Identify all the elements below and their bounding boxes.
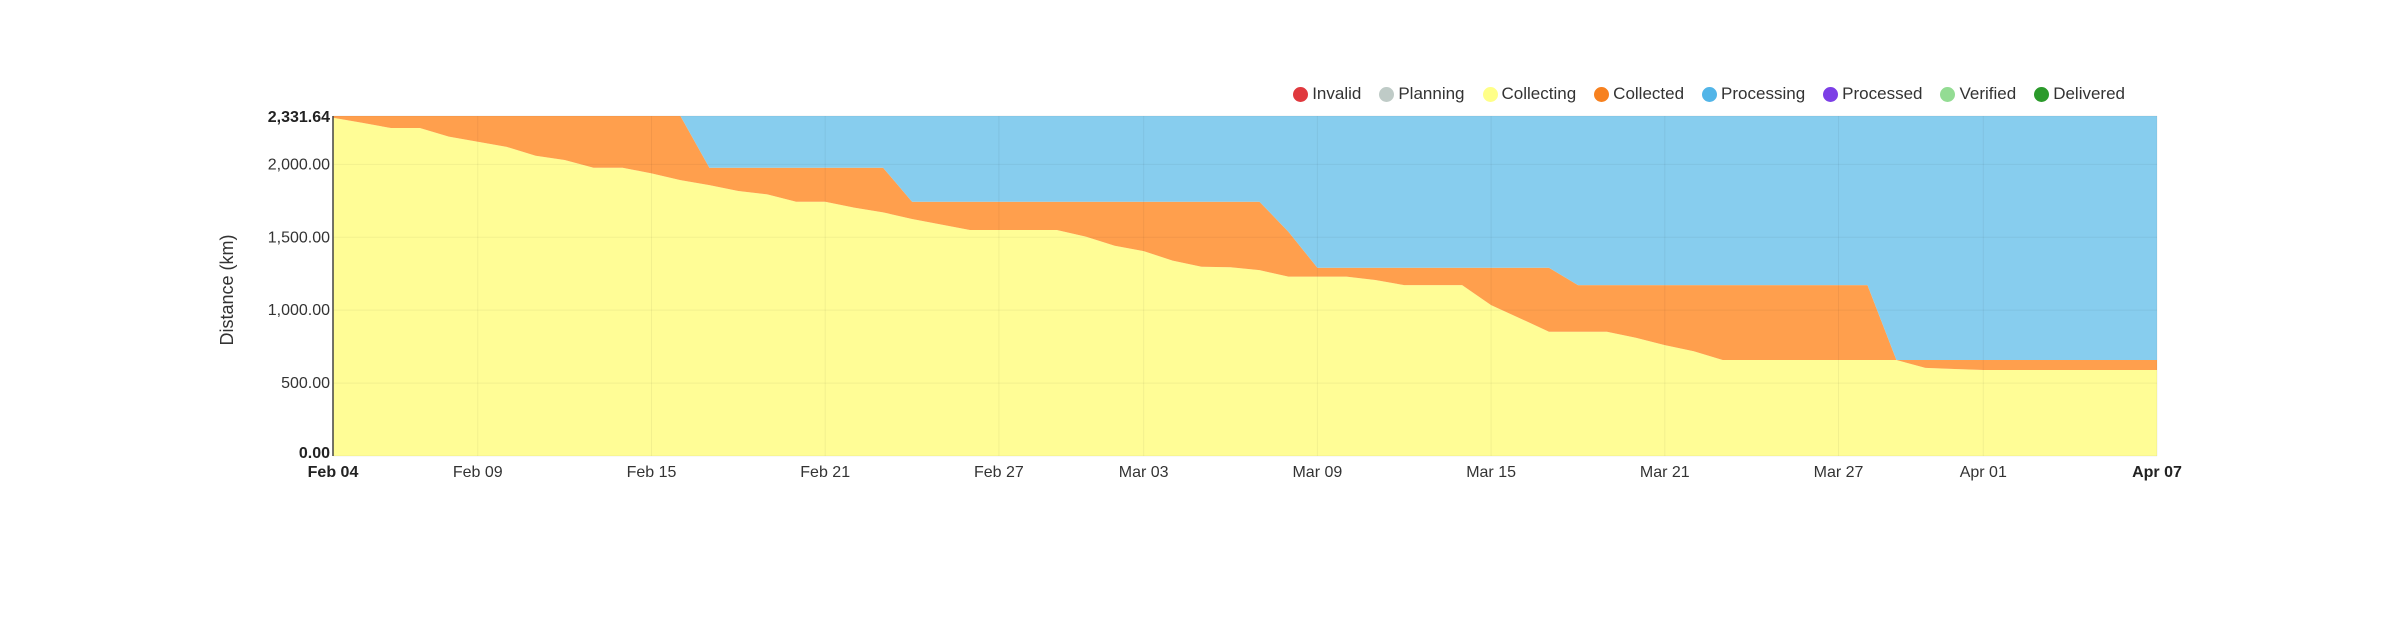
legend-dot-icon: [1940, 86, 1956, 102]
x-tick-label: Mar 03: [1119, 464, 1169, 481]
area-collecting: [333, 117, 2157, 456]
legend-label: Verified: [1959, 84, 2017, 103]
x-tick-label: Apr 07: [2132, 464, 2182, 481]
x-tick-label: Feb 27: [974, 464, 1024, 481]
y-tick-label: 1,000.00: [268, 302, 330, 319]
legend-dot-icon: [1293, 86, 1309, 102]
x-tick-label: Feb 09: [453, 464, 503, 481]
chart-legend: Invalid Planning Collecting Collected Proces…: [1293, 84, 2125, 104]
legend-item-collecting[interactable]: Collecting: [1482, 84, 1577, 104]
x-tick-label: Mar 09: [1292, 464, 1342, 481]
y-axis-label: Distance (km): [217, 234, 237, 345]
x-tick-label: Feb 21: [800, 464, 850, 481]
area-collected: [333, 116, 2157, 370]
x-tick-label: Apr 01: [1960, 464, 2007, 481]
y-tick-label: 1,500.00: [268, 229, 330, 246]
y-tick-labels: 0.00 500.00 1,000.00 1,500.00 2,000.00 2,331.…: [268, 109, 330, 462]
legend-label: Delivered: [2053, 84, 2125, 103]
legend-item-collected[interactable]: Collected: [1594, 84, 1684, 104]
legend-dot-icon: [1482, 86, 1498, 102]
x-tick-label: Mar 21: [1640, 464, 1690, 481]
gridlines-overlay: [332, 115, 2158, 457]
legend-dot-icon: [1823, 86, 1839, 102]
x-tick-label: Mar 27: [1814, 464, 1864, 481]
x-tick-label: Feb 15: [627, 464, 677, 481]
y-tick-label: 500.00: [281, 375, 330, 392]
x-tick-labels: Feb 04 Feb 09 Feb 15 Feb 21 Feb 27 Mar 03 Mar …: [308, 464, 2182, 481]
x-tick-label: Feb 04: [308, 464, 359, 481]
legend-dot-icon: [1702, 86, 1718, 102]
legend-dot-icon: [2034, 86, 2050, 102]
series-areas: [333, 116, 2157, 456]
legend-item-planning[interactable]: Planning: [1379, 84, 1465, 104]
y-tick-label: 0.00: [299, 445, 330, 462]
legend-label: Planning: [1398, 84, 1465, 103]
area-processing: [333, 116, 2157, 361]
legend-label: Collected: [1613, 84, 1685, 103]
legend-dot-icon: [1594, 86, 1610, 102]
legend-item-verified[interactable]: Verified: [1940, 84, 2016, 104]
legend-label: Processing: [1721, 84, 1806, 103]
legend-dot-icon: [1379, 86, 1395, 102]
legend-label: Collecting: [1501, 84, 1577, 103]
legend-label: Invalid: [1312, 84, 1362, 103]
y-tick-label: 2,331.64: [268, 109, 330, 126]
legend-item-processed[interactable]: Processed: [1823, 84, 1922, 104]
legend-item-invalid[interactable]: Invalid: [1293, 84, 1361, 104]
x-tick-label: Mar 15: [1466, 464, 1516, 481]
legend-item-processing[interactable]: Processing: [1702, 84, 1805, 104]
legend-label: Processed: [1842, 84, 1923, 103]
y-tick-label: 2,000.00: [268, 156, 330, 173]
legend-item-delivered[interactable]: Delivered: [2034, 84, 2125, 104]
